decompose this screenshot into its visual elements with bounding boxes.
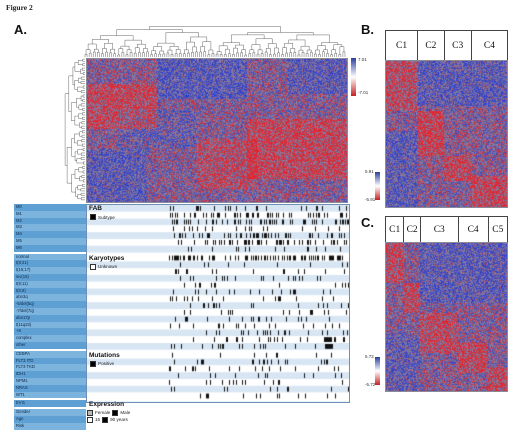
- annotation-tracks: [86, 204, 350, 403]
- cluster-c4: C4: [459, 217, 489, 243]
- panel-b-cluster-header: C1 C2 C3 C4: [385, 30, 508, 62]
- track-label: NPM1: [14, 378, 86, 385]
- track-label: inv(16): [14, 274, 86, 281]
- legend-title-expression: Expression: [89, 401, 125, 409]
- cluster-c5: C5: [492, 225, 504, 235]
- legend-swatch: [90, 263, 96, 270]
- legend-item-subtype: Subtype: [90, 214, 115, 220]
- track-label: t(11q23): [14, 321, 86, 329]
- track-label: Gender: [14, 409, 86, 416]
- heatmap-b: [385, 60, 508, 208]
- heatmap-a-color-scale: [351, 58, 356, 96]
- legend-gender: Female Male: [87, 409, 131, 416]
- heatmap-c: [385, 242, 508, 392]
- heatmap-b-scale-max: 5.91: [365, 169, 374, 174]
- legend-label: 90 years: [110, 417, 128, 422]
- panel-c-cluster-header: C1 C2 C3 C4 C5: [385, 216, 508, 244]
- cluster-c1: C1: [386, 31, 419, 61]
- heatmap-c-color-scale: [375, 357, 380, 385]
- legend-swatch: [87, 409, 93, 416]
- legend-title-karyotypes: Karyotypes: [89, 254, 125, 262]
- cluster-c1: C1: [386, 217, 405, 243]
- column-dendrogram: [84, 26, 346, 57]
- annotation-track-labels: M0 M1 M2 M3 M4 M5 M6 normal t(8;21) t(15;17) inv(1…: [14, 204, 86, 430]
- panel-c-label: C.: [361, 215, 374, 230]
- track-label: +8: [14, 328, 86, 336]
- track-label: NRAS: [14, 384, 86, 392]
- legend-item-unknown: Unknown: [90, 263, 118, 270]
- track-label: EVI1: [14, 400, 86, 408]
- track-label: complex: [14, 335, 86, 342]
- legend-swatch: [90, 214, 96, 220]
- track-label: abn3q: [14, 294, 86, 302]
- row-dendrogram: [64, 58, 85, 201]
- track-label: CEBPA: [14, 350, 86, 358]
- track-label: M4: [14, 231, 86, 238]
- track-label: Risk: [14, 422, 86, 430]
- track-label: normal: [14, 253, 86, 261]
- track-label: IDH1: [14, 371, 86, 378]
- heatmap-b-scale-min: -5.91: [365, 197, 376, 202]
- legend-label: Female: [95, 410, 111, 416]
- legend-label: 15: [95, 417, 101, 422]
- legend-age: 15 90 years: [87, 416, 128, 423]
- track-label: -7/del(7q): [14, 308, 86, 315]
- legend-swatch: [87, 416, 93, 423]
- legend-swatch: [112, 409, 119, 416]
- track-label: M1: [14, 210, 86, 218]
- panel-b-label: B.: [361, 22, 374, 37]
- track-label: t(6;9): [14, 287, 86, 295]
- legend-label: Subtype: [98, 214, 115, 220]
- panel-a-label: A.: [14, 22, 27, 37]
- track-label: -5/del(5q): [14, 301, 86, 308]
- heatmap-b-color-scale: [375, 172, 380, 200]
- track-label: M0: [14, 204, 86, 211]
- cluster-c3: C3: [445, 31, 472, 61]
- cluster-c2: C2: [418, 31, 445, 61]
- heatmap-c-scale-max: 5.72: [365, 354, 374, 359]
- track-label: t(15;17): [14, 267, 86, 274]
- legend-label: Male: [120, 410, 131, 416]
- track-label: t(9;11): [14, 280, 86, 288]
- legend-swatch: [102, 416, 109, 423]
- legend-swatch: [90, 360, 96, 367]
- heatmap-a-scale-min: -7.01: [358, 90, 369, 95]
- track-label: other: [14, 342, 86, 349]
- heatmap-a: [86, 58, 348, 203]
- track-label: FLT3 ITD: [14, 357, 86, 365]
- legend-label: Unknown: [98, 264, 118, 270]
- track-label: FLT3 TKD: [14, 364, 86, 372]
- track-label: M5: [14, 238, 86, 245]
- track-label: M6: [14, 244, 86, 252]
- legend-title-mutations: Mutations: [89, 351, 120, 359]
- track-label: M2: [14, 217, 86, 225]
- track-label: WT1: [14, 391, 86, 399]
- legend-item-positive: Positive: [90, 360, 115, 367]
- track-label: t(8;21): [14, 260, 86, 268]
- track-label: abn17p: [14, 314, 86, 322]
- cluster-c3: C3: [421, 217, 459, 243]
- heatmap-c-scale-min: -5.72: [365, 382, 376, 387]
- legend-label: Positive: [98, 361, 115, 367]
- legend-title-fab: FAB: [89, 205, 102, 212]
- annotation-legends: FAB Subtype Karyotypes Unknown Mutations Posi…: [86, 204, 166, 423]
- cluster-c2: C2: [404, 217, 421, 243]
- track-label: Age: [14, 416, 86, 423]
- track-label: M3: [14, 224, 86, 232]
- figure-title: Figure 2: [6, 3, 33, 12]
- heatmap-a-scale-max: 7.01: [358, 57, 367, 62]
- cluster-c4: C4: [483, 41, 495, 51]
